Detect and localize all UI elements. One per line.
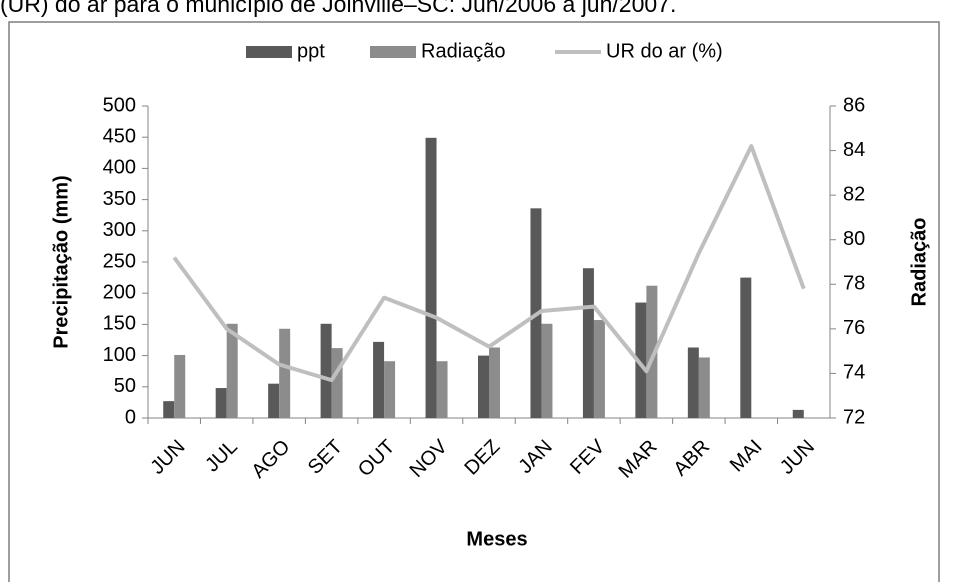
y2-tick-label: 84 [843,139,865,161]
caption: (UR) do ar para o município de Joinville… [0,0,676,17]
bar [436,361,448,418]
x-tick-label: JUN [146,436,189,479]
legend-swatch [370,46,416,58]
legend-label: UR do ar (%) [606,40,723,62]
y-tick-label: 200 [103,281,136,303]
x-tick-label: DEZ [460,436,504,480]
x-tick-label: JUN [776,436,819,479]
y2-tick-label: 72 [843,406,865,428]
bar [320,323,332,418]
bar [478,355,489,418]
y2-tick-label: 76 [843,317,865,339]
bar [174,354,186,418]
y-tick-label: 0 [125,406,136,428]
bar [331,348,343,418]
x-tick-label: SET [304,436,347,479]
bar [740,277,752,418]
chart-frame [8,21,940,582]
bar [489,347,500,418]
x-axis-title: Meses [466,528,527,550]
y2-tick-label: 74 [843,362,865,384]
x-tick-label: OUT [354,436,399,481]
x-tick-label: JUL [201,436,242,477]
x-tick-label: AGO [247,436,294,483]
bar [792,409,804,418]
legend-label: ppt [297,40,325,62]
y-tick-label: 450 [103,125,136,147]
x-tick-label: JAN [514,436,556,478]
y-tick-label: 300 [103,219,136,241]
bar [163,401,175,418]
bar [687,347,699,418]
bar [373,341,385,418]
x-tick-label: NOV [406,435,453,482]
y-tick-label: 350 [103,188,136,210]
y-tick-label: 50 [114,375,136,397]
y2-tick-label: 86 [843,94,865,116]
bar [593,320,605,418]
y-tick-label: 250 [103,250,136,272]
bar [541,323,553,418]
y2-tick-label: 80 [843,228,865,250]
x-tick-label: MAI [726,436,767,477]
bar [582,268,594,418]
bar [226,323,238,418]
y-tick-label: 100 [103,344,136,366]
y-tick-label: 500 [103,94,136,116]
bar [268,383,280,418]
legend-label: Radiação [421,40,506,62]
bar [384,361,396,418]
y2-tick-label: 82 [843,183,865,205]
bar [646,285,658,418]
bar [425,137,437,418]
y-tick-label: 150 [103,313,136,335]
y-axis-title: Precipitação (mm) [50,175,72,348]
y-tick-label: 400 [103,157,136,179]
y2-tick-label: 78 [843,273,865,295]
line [172,144,806,383]
bar [698,357,710,418]
y2-axis-title: Radiação [908,218,930,307]
bar [279,328,291,418]
x-tick-label: FEV [566,435,610,479]
bar [215,388,227,418]
bar [635,302,647,418]
x-tick-label: MAR [615,436,662,483]
x-tick-label: ABR [669,436,714,481]
legend-swatch [246,46,292,58]
